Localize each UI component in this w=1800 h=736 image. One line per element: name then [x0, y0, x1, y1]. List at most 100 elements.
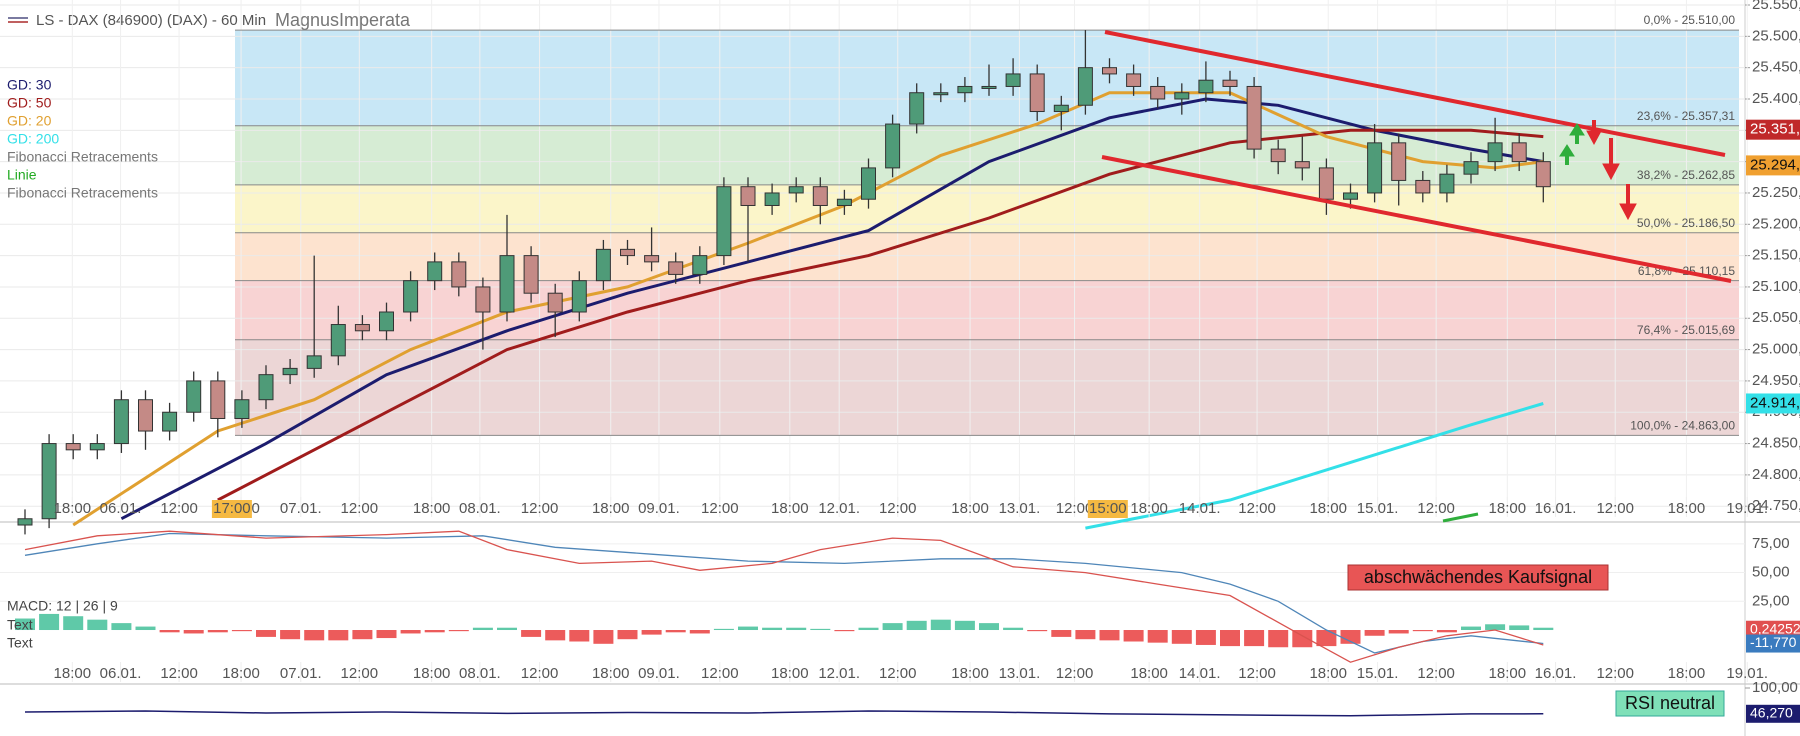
histogram-bar: [63, 616, 84, 631]
time-marker: [211, 500, 252, 518]
candle-body: [1511, 142, 1527, 163]
x-tick-label: 09.01.: [638, 665, 680, 682]
histogram-bar: [1388, 630, 1409, 634]
histogram-bar: [1244, 630, 1265, 647]
candle-body: [186, 380, 202, 413]
down-arrow: [1586, 120, 1602, 146]
histogram-bar: [472, 627, 493, 631]
x-tick-label: 18:00: [1489, 500, 1527, 517]
histogram-bar: [713, 628, 734, 631]
histogram-bar: [617, 630, 638, 640]
x-tick-label: 12.01.: [818, 500, 860, 517]
candle-body: [113, 399, 129, 445]
time-marker: [1087, 500, 1128, 518]
x-tick-label: 18:00: [771, 665, 809, 682]
x-tick-label: 18:00: [413, 665, 451, 682]
time-marker-label: 15:00: [1089, 500, 1127, 517]
histogram-bar: [1340, 630, 1361, 644]
x-tick-label: 12:00: [1056, 665, 1094, 682]
candle-body: [933, 92, 949, 96]
x-tick-label: 18:00: [1668, 665, 1706, 682]
x-tick-label: 14.01.: [1179, 500, 1221, 517]
histogram-bar: [183, 630, 204, 634]
histogram-bar: [1027, 630, 1048, 632]
candle-body: [403, 280, 419, 313]
y-tick-label: 24.750,0: [1752, 497, 1800, 514]
x-tick-label: 12:00: [521, 500, 559, 517]
value-tag: [1746, 620, 1800, 639]
value-tag-label: 0,24252: [1750, 620, 1800, 636]
value-tag-label: -11,770: [1750, 634, 1797, 650]
x-tick-label: 18:00: [54, 500, 92, 517]
x-tick-label: 18:00: [1309, 665, 1347, 682]
candle-body: [644, 255, 660, 263]
histogram-bar: [786, 627, 807, 631]
y-tick-label: 24.850,0: [1752, 435, 1800, 452]
histogram-bar: [87, 619, 108, 631]
x-tick-label: 19.01.: [1726, 500, 1768, 517]
trend-line: [1104, 30, 1726, 157]
moving-average: [217, 128, 1544, 502]
annotation-box: [1615, 690, 1725, 717]
candle-body: [1198, 79, 1214, 94]
x-tick-label: 12:00: [1596, 665, 1634, 682]
histogram-bar: [810, 628, 831, 631]
down-arrow: [1619, 184, 1637, 221]
candle-body: [547, 292, 563, 313]
histogram-bar: [1461, 626, 1481, 631]
candle-body: [1391, 142, 1407, 181]
candle-body: [17, 518, 33, 526]
line-drawing: [1442, 512, 1479, 523]
chart-title: LS - DAX (846900) (DAX) - 60 Min: [36, 12, 266, 29]
y-tick-label: 25.200,0: [1752, 215, 1800, 232]
trend-drawings: [1101, 30, 1732, 523]
up-arrow: [1569, 123, 1585, 144]
legend-entry: Fibonacci Retracements: [7, 185, 158, 201]
legend-entry: Fibonacci Retracements: [7, 149, 158, 165]
histogram-bar: [593, 630, 614, 644]
histogram-bar: [1099, 630, 1120, 641]
candle-body: [354, 324, 370, 332]
histogram-bar: [1412, 630, 1433, 632]
candle-body: [1005, 73, 1021, 87]
histogram-bar: [1051, 630, 1072, 637]
candle-body: [861, 167, 876, 200]
moving-average: [1085, 402, 1544, 530]
annotation: abschwächendes Kaufsignal: [1364, 567, 1592, 587]
value-tag: [1746, 704, 1800, 723]
candle-body: [210, 380, 226, 420]
x-tick-label: 08.01.: [459, 665, 501, 682]
y-tick-label: 24.800,0: [1752, 466, 1800, 483]
histogram-bar: [569, 630, 590, 642]
histogram-bar: [906, 620, 927, 631]
histogram-bar: [1436, 630, 1457, 633]
x-tick-label: 06.01.: [100, 500, 142, 517]
candle-body: [668, 261, 684, 275]
candle-body: [740, 186, 756, 206]
histogram-bar: [352, 630, 373, 640]
y-tick-label: 25.550,0: [1752, 0, 1800, 13]
x-tick-label: 18:00: [1130, 500, 1168, 517]
moving-average: [120, 97, 1544, 521]
x-tick-label: 12:00: [160, 500, 198, 517]
y-tick-label: 25.400,0: [1752, 90, 1800, 107]
price-tag: [1746, 155, 1800, 176]
histogram-bar: [689, 630, 710, 634]
candle-body: [306, 355, 322, 369]
candle-body: [282, 367, 298, 376]
x-tick-label: 12:00: [1238, 500, 1276, 517]
y-tick-label: 25.050,0: [1752, 309, 1800, 326]
candle-body: [258, 374, 274, 401]
x-tick-label: 18:00: [592, 500, 630, 517]
legend-entry: Linie: [7, 167, 37, 183]
fib-label: 38,2% - 25.262,85: [1637, 168, 1735, 182]
histogram-bar: [15, 618, 35, 631]
candle-body: [451, 261, 467, 288]
histogram-bar: [39, 613, 60, 631]
x-tick-label: 18:00: [771, 500, 809, 517]
value-tag-label: 46,270: [1750, 704, 1793, 720]
y-tick-label: 25.250,0: [1752, 184, 1800, 201]
fib-label: 76,4% - 25.015,69: [1637, 323, 1735, 337]
